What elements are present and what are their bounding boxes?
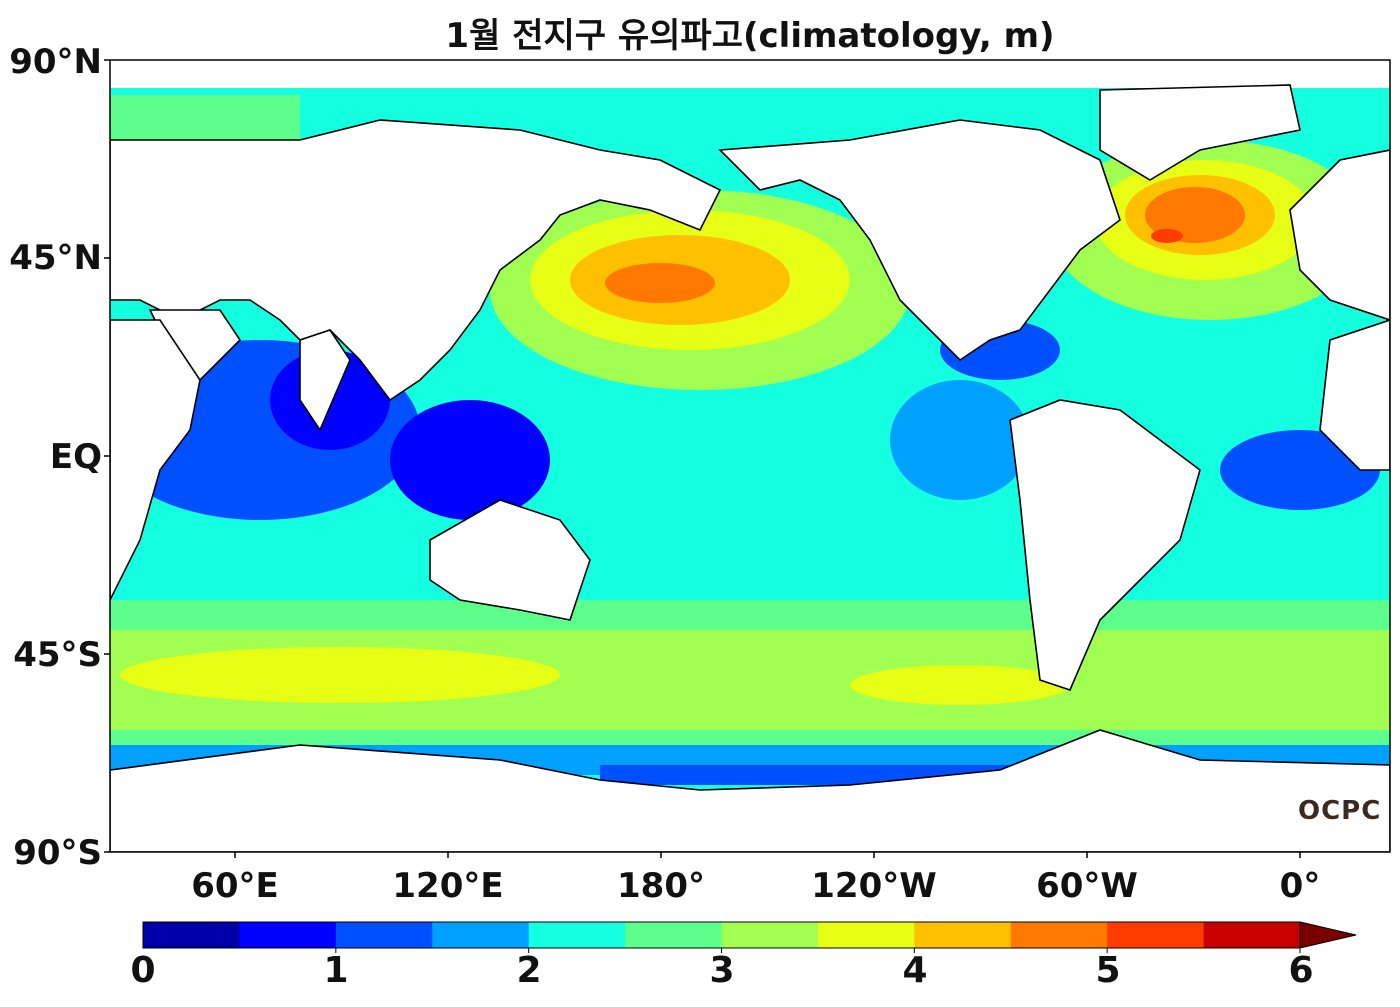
lat-label-45n: 45°N — [9, 238, 102, 278]
north-atlantic-max — [1151, 229, 1183, 243]
map-title: 1월 전지구 유의파고(climatology, m) — [445, 16, 1055, 56]
africa — [110, 319, 201, 601]
lat-label-eq: EQ — [49, 437, 102, 477]
eurasia — [110, 119, 722, 402]
colorbar-segment — [528, 922, 626, 948]
colorbar-tick-0: 0 — [130, 950, 156, 991]
colorbar-tick-2: 2 — [516, 950, 542, 991]
north-america — [718, 119, 1121, 362]
lat-label-45s: 45°S — [13, 635, 102, 675]
colorbar-segment — [721, 922, 819, 948]
southern-belt-core-indian — [120, 647, 560, 703]
colorbar-segment — [1203, 922, 1301, 948]
lon-label-0: 0° — [1279, 866, 1321, 906]
north-atlantic-core — [1145, 187, 1245, 243]
australia — [429, 499, 591, 621]
europe — [1289, 149, 1390, 321]
india — [299, 329, 351, 432]
colorbar-tick-3: 3 — [709, 950, 735, 991]
maritime-continent — [390, 400, 550, 520]
colorbar-segment — [817, 922, 915, 948]
colorbar-segment — [335, 922, 433, 948]
axis-ticks — [104, 59, 1301, 858]
lon-label-180: 180° — [617, 866, 705, 906]
east-pacific-tropics — [890, 380, 1030, 500]
southern-belt-core-pacific — [850, 665, 1070, 705]
colorbar-segment — [1010, 922, 1108, 948]
arctic-ice — [110, 60, 1390, 88]
colorbar-extend-arrow — [1299, 921, 1357, 949]
west-africa — [1319, 319, 1390, 471]
lon-label-60w: 60°W — [1036, 866, 1138, 906]
colorbar-segment — [143, 922, 240, 948]
lon-label-60e: 60°E — [191, 866, 279, 906]
lon-label-120w: 120°W — [811, 866, 937, 906]
lat-label-90s: 90°S — [13, 833, 102, 873]
colorbar-segment — [432, 922, 530, 948]
colorbar-segment — [625, 922, 722, 948]
north-pacific-core — [605, 263, 715, 303]
lat-label-90n: 90°N — [9, 42, 102, 82]
colorbar — [142, 921, 1357, 953]
colorbar-segment — [239, 922, 337, 948]
colorbar-tick-1: 1 — [323, 950, 349, 991]
colorbar-tick-5: 5 — [1095, 950, 1121, 991]
colorbar-segment — [914, 922, 1012, 948]
colorbar-tick-6: 6 — [1288, 950, 1314, 991]
greenland — [1099, 84, 1301, 181]
ocpc-watermark: OCPC — [1298, 796, 1382, 826]
land — [110, 84, 1390, 852]
south-america — [1009, 399, 1201, 691]
colorbar-tick-4: 4 — [902, 950, 928, 991]
colorbar-segment — [1107, 922, 1205, 948]
lon-label-120e: 120°E — [392, 866, 504, 906]
antarctica — [110, 729, 1390, 852]
